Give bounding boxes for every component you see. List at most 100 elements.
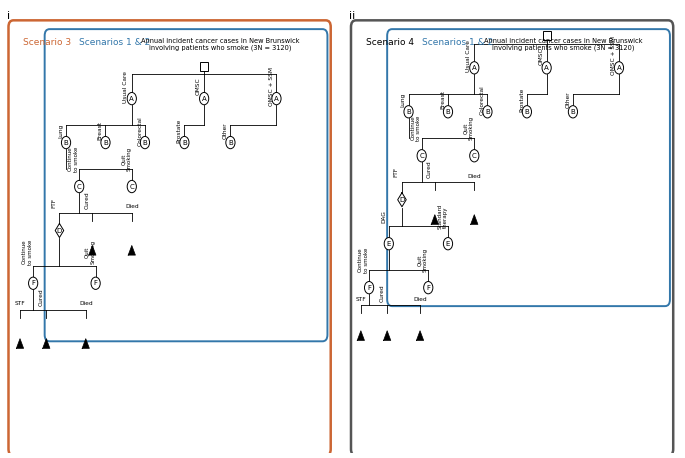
Text: C: C	[419, 153, 424, 159]
Text: C: C	[472, 153, 477, 159]
Circle shape	[140, 136, 149, 149]
Text: OMSC: OMSC	[196, 78, 201, 95]
Circle shape	[443, 238, 453, 250]
Text: B: B	[525, 109, 530, 115]
Text: Cured: Cured	[38, 289, 44, 306]
Polygon shape	[416, 331, 423, 340]
Text: B: B	[103, 140, 108, 146]
Circle shape	[384, 238, 393, 250]
Text: Usual Care: Usual Care	[466, 40, 471, 72]
Text: D: D	[57, 228, 62, 234]
Text: B: B	[228, 140, 233, 146]
Circle shape	[470, 62, 479, 74]
Circle shape	[614, 62, 623, 74]
Polygon shape	[42, 338, 50, 349]
Circle shape	[101, 136, 110, 149]
Text: Quit
Smoking: Quit Smoking	[85, 240, 95, 264]
Text: B: B	[571, 109, 575, 115]
Polygon shape	[358, 331, 364, 340]
Bar	[200, 62, 208, 71]
Circle shape	[127, 93, 136, 105]
Text: Died: Died	[125, 204, 138, 209]
Bar	[543, 31, 551, 40]
Text: Usual Care: Usual Care	[123, 71, 128, 103]
Text: Annual incident cancer cases in New Brunswick
involving patients who smoke (3N =: Annual incident cancer cases in New Brun…	[484, 38, 643, 51]
Circle shape	[29, 277, 38, 289]
Circle shape	[364, 282, 374, 294]
Text: B: B	[406, 109, 411, 115]
Circle shape	[127, 180, 136, 193]
Text: Died: Died	[467, 174, 481, 179]
Text: Breast: Breast	[98, 121, 103, 140]
Text: Lung: Lung	[58, 124, 63, 138]
Text: F: F	[367, 285, 371, 291]
Text: B: B	[182, 140, 187, 146]
Circle shape	[522, 106, 532, 118]
Circle shape	[542, 62, 551, 74]
Text: Other: Other	[223, 122, 227, 139]
Polygon shape	[55, 224, 64, 238]
Text: B: B	[446, 109, 450, 115]
Text: Died: Died	[413, 297, 427, 302]
Circle shape	[199, 93, 209, 105]
Circle shape	[179, 136, 189, 149]
Circle shape	[470, 150, 479, 162]
Text: Quit
Smoking: Quit Smoking	[463, 116, 474, 140]
Text: A: A	[274, 96, 279, 102]
Circle shape	[417, 150, 426, 162]
Text: Prostate: Prostate	[177, 119, 182, 143]
Polygon shape	[82, 338, 89, 349]
Text: B: B	[485, 109, 490, 115]
Text: Continue
to smoke: Continue to smoke	[411, 115, 421, 141]
Text: Cured: Cured	[427, 160, 432, 178]
Text: A: A	[472, 65, 477, 71]
Text: ii: ii	[349, 11, 356, 22]
Text: Breast: Breast	[440, 90, 445, 109]
Text: Quit
Smoking: Quit Smoking	[121, 147, 132, 171]
Text: Prostate: Prostate	[519, 88, 524, 112]
Circle shape	[404, 106, 413, 118]
Circle shape	[75, 180, 84, 193]
Text: FTF: FTF	[394, 167, 399, 177]
Text: OMSC + SSM: OMSC + SSM	[269, 67, 274, 106]
Text: OMSC: OMSC	[538, 47, 543, 65]
Text: Continue
to smoke: Continue to smoke	[68, 146, 79, 172]
Circle shape	[272, 93, 281, 105]
Polygon shape	[432, 215, 438, 224]
Text: Continue
to smoke: Continue to smoke	[22, 240, 33, 265]
Circle shape	[483, 106, 492, 118]
Text: STF: STF	[14, 301, 25, 306]
Text: C: C	[77, 184, 82, 190]
Circle shape	[443, 106, 453, 118]
Text: Colorectal: Colorectal	[479, 85, 485, 115]
Text: F: F	[31, 280, 35, 286]
Text: Scenarios 1 & 2: Scenarios 1 & 2	[79, 38, 151, 47]
Circle shape	[423, 282, 433, 294]
Circle shape	[226, 136, 235, 149]
Text: C: C	[129, 184, 134, 190]
Text: Scenario 3: Scenario 3	[23, 38, 71, 47]
Text: Scenarios 1 & 2: Scenarios 1 & 2	[422, 38, 493, 47]
Text: Standard
therapy: Standard therapy	[437, 204, 448, 229]
Text: E: E	[386, 241, 391, 247]
Circle shape	[569, 106, 577, 118]
Polygon shape	[384, 331, 390, 340]
Polygon shape	[89, 245, 96, 255]
Text: Died: Died	[79, 301, 92, 306]
Text: A: A	[545, 65, 549, 71]
Text: Cured: Cured	[379, 284, 384, 302]
Polygon shape	[398, 193, 406, 207]
Text: OMSC + SSM: OMSC + SSM	[611, 36, 616, 75]
Polygon shape	[471, 215, 478, 224]
Polygon shape	[128, 245, 136, 255]
Text: FTF: FTF	[51, 198, 56, 208]
Text: D: D	[399, 197, 405, 203]
Circle shape	[91, 277, 100, 289]
Text: B: B	[142, 140, 147, 146]
Text: i: i	[7, 11, 10, 22]
Text: Annual incident cancer cases in New Brunswick
involving patients who smoke (3N =: Annual incident cancer cases in New Brun…	[141, 38, 300, 51]
Text: Other: Other	[565, 92, 570, 108]
Text: Cured: Cured	[84, 191, 90, 208]
Text: Scenario 4: Scenario 4	[366, 38, 414, 47]
Text: F: F	[426, 285, 430, 291]
